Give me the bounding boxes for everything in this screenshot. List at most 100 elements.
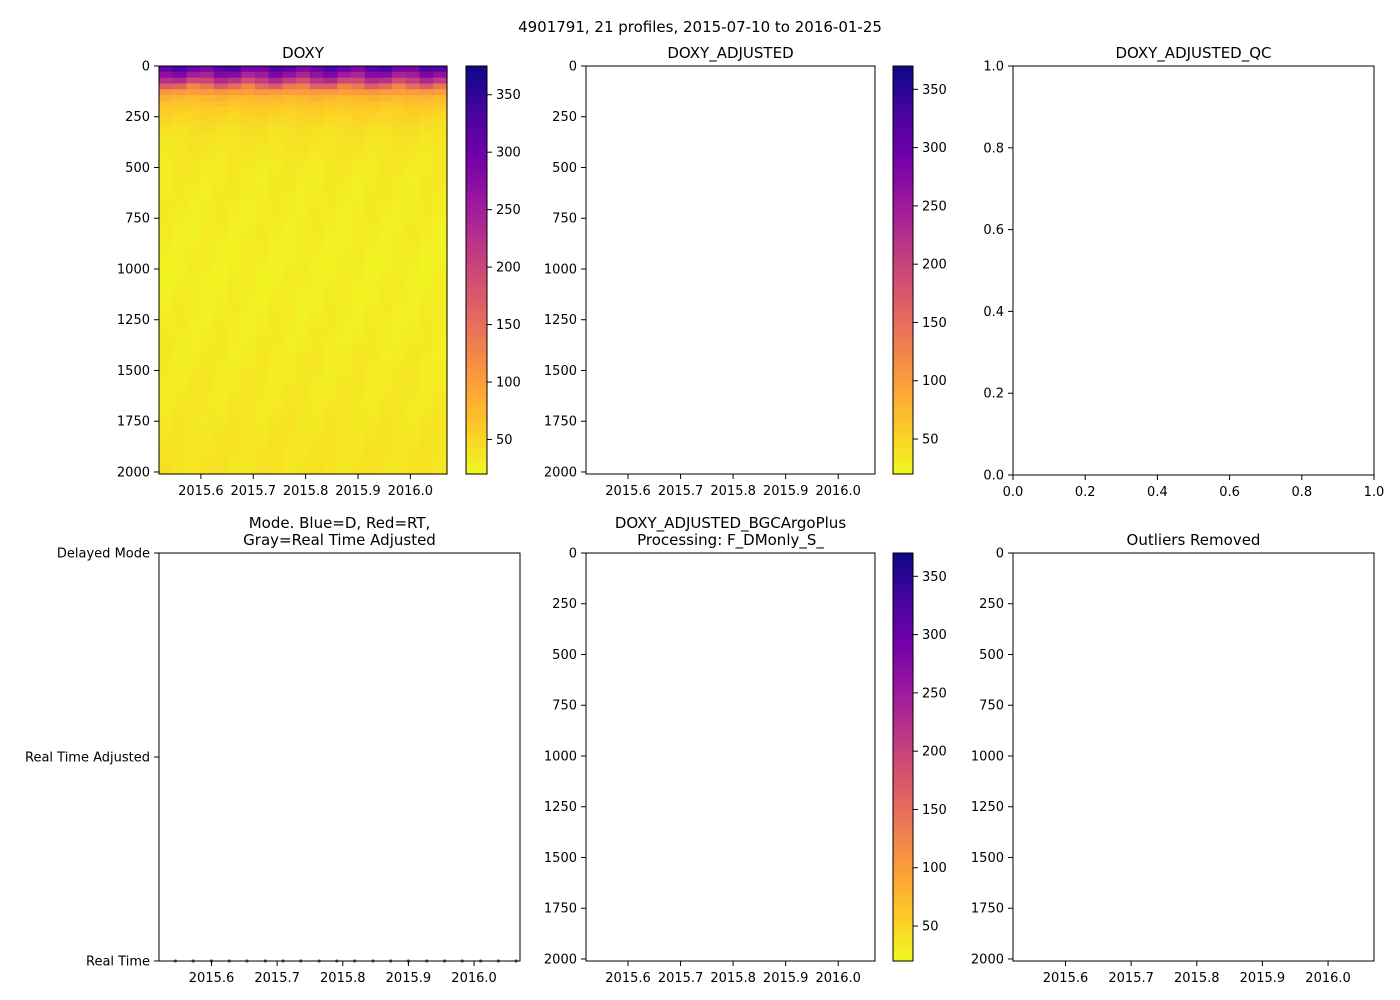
- heatmap-cell: [186, 456, 201, 463]
- heatmap-cell: [337, 200, 352, 207]
- heatmap-cell: [309, 310, 325, 318]
- heatmap-cell: [186, 159, 201, 166]
- heatmap-cell: [309, 433, 325, 440]
- colorbar-step: [893, 767, 913, 773]
- heatmap-cell: [364, 392, 380, 399]
- heatmap-cell: [268, 83, 284, 90]
- heatmap-cell: [186, 345, 201, 353]
- heatmap-cell: [309, 351, 325, 359]
- heatmap-cell: [419, 357, 434, 364]
- heatmap-cell: [241, 83, 256, 90]
- heatmap-cell: [227, 392, 242, 399]
- heatmap-cell: [255, 153, 270, 160]
- colorbar-step: [466, 249, 487, 256]
- heatmap-cell: [433, 95, 448, 102]
- heatmap-cell: [282, 89, 297, 96]
- heatmap-cell: [172, 77, 188, 85]
- heatmap-cell: [378, 235, 393, 242]
- heatmap-cell: [200, 95, 215, 102]
- heatmap-cell: [282, 462, 297, 469]
- heatmap-cell: [255, 322, 270, 329]
- heatmap-cell: [213, 404, 229, 411]
- heatmap-cell: [213, 153, 229, 160]
- heatmap-cell: [159, 310, 174, 318]
- heatmap-cell: [186, 106, 201, 114]
- heatmap-cell: [255, 77, 270, 85]
- heatmap-cell: [433, 304, 448, 312]
- heatmap-cell: [351, 188, 366, 195]
- colorbar-step: [893, 848, 913, 855]
- heatmap-cell: [296, 223, 311, 230]
- x-tick-label: 0.0: [1003, 485, 1024, 500]
- heatmap-cell: [172, 322, 188, 329]
- colorbar-step: [893, 736, 913, 743]
- heatmap-cell: [323, 229, 338, 236]
- heatmap-cell: [309, 217, 325, 224]
- heatmap-cell: [351, 404, 366, 411]
- heatmap-cell: [268, 270, 284, 277]
- heatmap-cell: [364, 304, 380, 312]
- heatmap-cell: [268, 118, 284, 125]
- heatmap-cell: [419, 386, 434, 393]
- heatmap-cell: [433, 357, 448, 364]
- heatmap-cell: [392, 130, 407, 137]
- heatmap-cell: [309, 404, 325, 411]
- heatmap-cell: [241, 66, 256, 73]
- heatmap-cell: [186, 200, 201, 207]
- heatmap-cell: [392, 223, 407, 230]
- heatmap-cell: [268, 275, 284, 283]
- colorbar-step: [893, 680, 913, 687]
- y-tick-label: 2000: [544, 465, 577, 480]
- heatmap-cell: [296, 462, 311, 469]
- heatmap-cell: [351, 66, 366, 73]
- heatmap-cell: [337, 264, 352, 271]
- heatmap-cell: [186, 135, 201, 143]
- heatmap-cell: [419, 444, 434, 452]
- heatmap-cell: [200, 182, 215, 189]
- heatmap-cell: [213, 339, 229, 347]
- heatmap-cell: [200, 240, 215, 248]
- heatmap-cell: [227, 153, 242, 160]
- heatmap-cell: [364, 188, 380, 195]
- heatmap-cell: [282, 351, 297, 359]
- heatmap-cell: [200, 439, 215, 446]
- heatmap-cell: [241, 380, 256, 388]
- x-tick-label: 2015.8: [710, 971, 756, 986]
- heatmap-cell: [419, 66, 434, 73]
- heatmap-cell: [351, 398, 366, 405]
- heatmap-cell: [227, 427, 242, 434]
- heatmap-cell: [159, 118, 174, 125]
- heatmap-cell: [392, 339, 407, 347]
- colorbar-step: [893, 254, 913, 261]
- heatmap-cell: [200, 170, 215, 178]
- heatmap-cell: [172, 409, 188, 417]
- heatmap-cell: [213, 223, 229, 230]
- colorbar-step: [893, 91, 913, 98]
- heatmap-cell: [337, 275, 352, 283]
- heatmap-cell: [337, 404, 352, 411]
- y-tick-label: 2000: [971, 952, 1004, 967]
- colorbar-tick-label: 150: [922, 316, 947, 331]
- heatmap-cell: [337, 444, 352, 452]
- colorbar-step: [893, 853, 913, 860]
- heatmap-cell: [282, 258, 297, 265]
- heatmap-cell: [405, 357, 421, 364]
- heatmap-cell: [172, 118, 188, 125]
- heatmap-cell: [296, 83, 311, 90]
- colorbar-step: [893, 157, 913, 164]
- colorbar-step: [893, 894, 913, 901]
- colorbar-step: [466, 270, 487, 276]
- heatmap-cell: [337, 135, 352, 143]
- heatmap-cell: [200, 165, 215, 172]
- heatmap-cell: [337, 409, 352, 417]
- heatmap-cell: [172, 334, 188, 341]
- colorbar-step: [466, 356, 487, 363]
- colorbar-step: [466, 326, 487, 332]
- heatmap-cell: [159, 194, 174, 201]
- heatmap-cell: [337, 77, 352, 85]
- heatmap-cell: [282, 287, 297, 294]
- heatmap-cell: [337, 240, 352, 248]
- colorbar-step: [466, 438, 487, 444]
- heatmap-cell: [309, 369, 325, 376]
- heatmap-cell: [213, 188, 229, 195]
